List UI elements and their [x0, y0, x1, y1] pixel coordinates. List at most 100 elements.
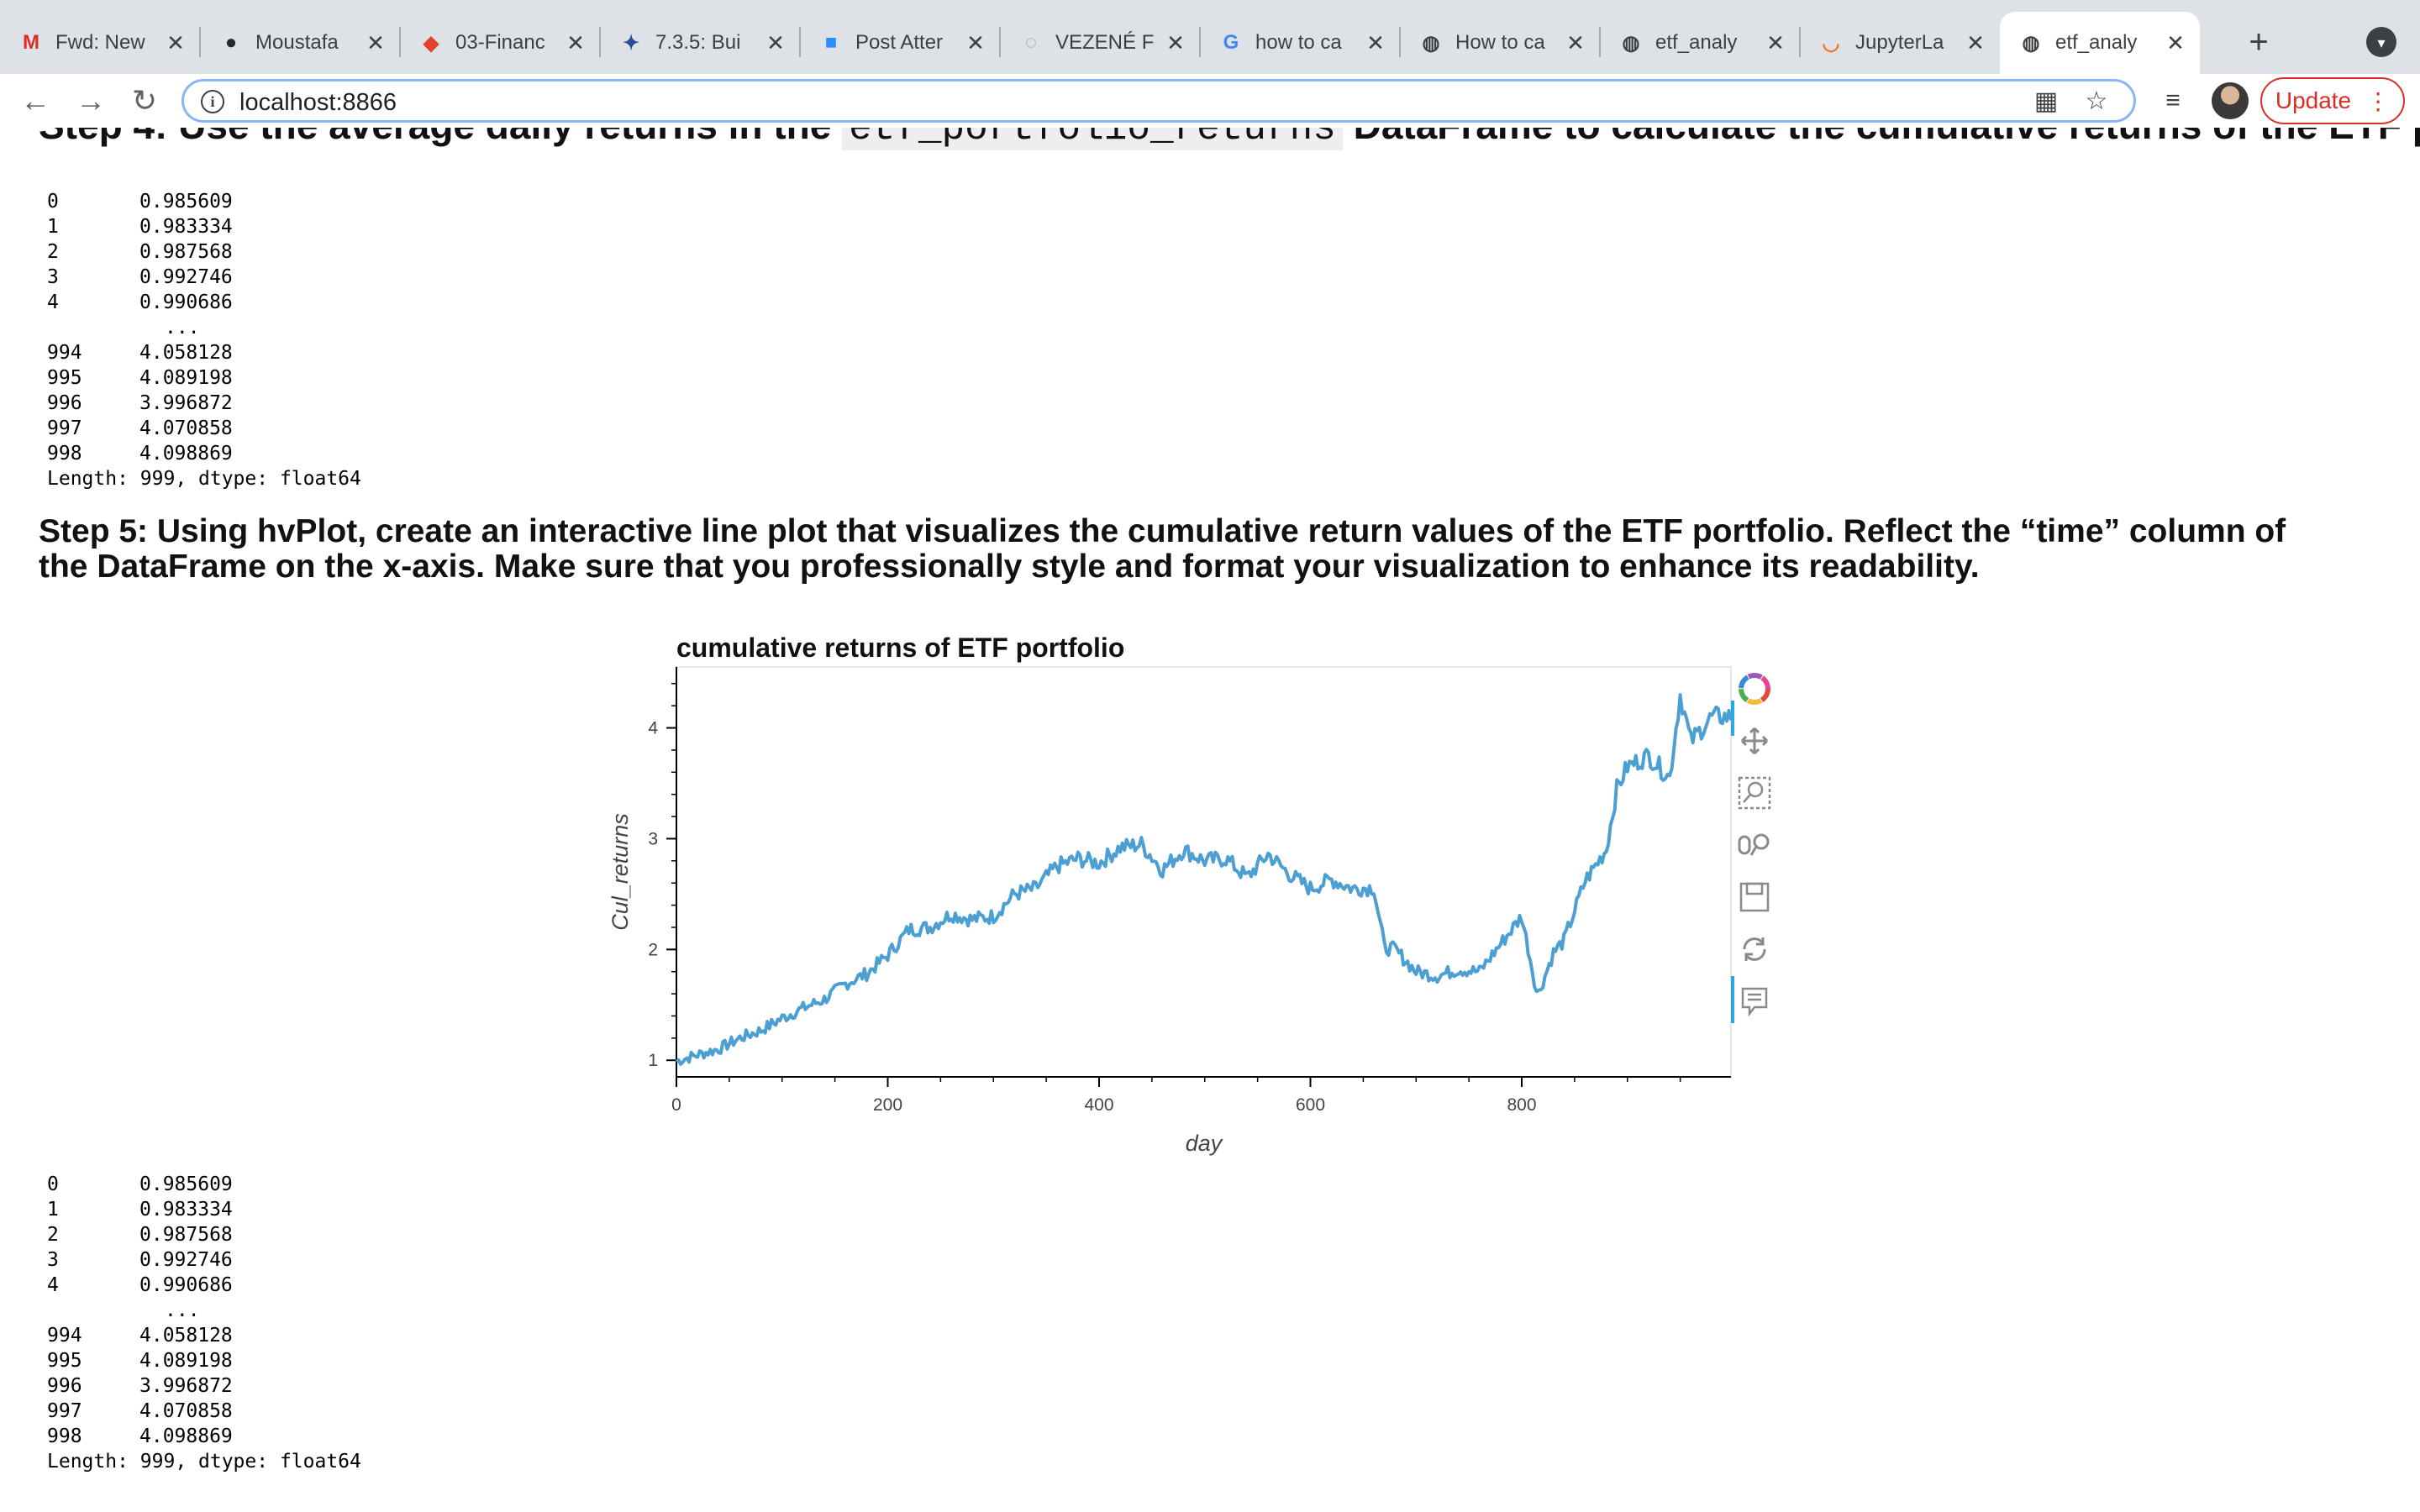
close-tab-icon[interactable]: ✕	[2166, 29, 2185, 55]
site-info-icon[interactable]: i	[201, 90, 224, 113]
profile-avatar[interactable]	[2212, 82, 2249, 119]
tab-separator	[799, 27, 801, 57]
globe-icon: ◍	[1422, 31, 1440, 55]
series-index: 0	[47, 191, 59, 213]
series-row: 997 4.070858	[47, 416, 361, 441]
close-tab-icon[interactable]: ✕	[366, 29, 385, 55]
tab-title: Fwd: New	[55, 31, 145, 54]
series-value: 4.058128	[139, 1325, 233, 1347]
series-index: 996	[47, 1375, 82, 1397]
cumulative-returns-line[interactable]	[675, 693, 1733, 1066]
series-value: 0.985609	[139, 191, 233, 213]
browser-tab[interactable]: ◆ 03-Financ ✕	[400, 12, 600, 74]
new-tab-plus-icon[interactable]: +	[2249, 24, 2269, 60]
cumulative-returns-chart[interactable]: cumulative returns of ETF portfolio 0 200 4…	[588, 623, 1798, 1262]
address-bar[interactable]: i localhost:8866 ▦ ☆	[182, 79, 2136, 123]
tab-title: etf_analy	[2055, 31, 2138, 54]
close-tab-icon[interactable]: ✕	[566, 29, 585, 55]
x-tick-label: 400	[1084, 1095, 1113, 1115]
y-tick-label: 2	[648, 940, 658, 959]
series-value: 0.992746	[139, 1249, 233, 1271]
browser-tab[interactable]: ◡ JupyterLa ✕	[1800, 12, 2000, 74]
series-index: 994	[47, 342, 82, 364]
close-tab-icon[interactable]: ✕	[1566, 29, 1585, 55]
jupyter-icon: ◡	[1822, 31, 1840, 55]
series-row: 996 3.996872	[47, 1373, 361, 1399]
series-index: 997	[47, 417, 82, 439]
series-index: 996	[47, 392, 82, 414]
close-tab-icon[interactable]: ✕	[1766, 29, 1785, 55]
loading-icon: ◌	[1024, 31, 1038, 54]
tab-separator	[999, 27, 1001, 57]
series-index: 4	[47, 1274, 59, 1296]
browser-tab[interactable]: ◍ etf_analy ✕	[1600, 12, 1800, 74]
step4-heading-code: etf_portfolio_returns	[842, 128, 1343, 150]
browser-tab[interactable]: M Fwd: New ✕	[0, 12, 200, 74]
close-tab-icon[interactable]: ✕	[766, 29, 785, 55]
browser-tab[interactable]: ✦ 7.3.5: Bui ✕	[600, 12, 800, 74]
update-label: Update	[2275, 87, 2352, 113]
gmail-icon: M	[23, 31, 39, 54]
series-row: 998 4.098869	[47, 441, 361, 466]
browser-tab[interactable]: ◍ How to ca ✕	[1400, 12, 1600, 74]
series-row: 995 4.089198	[47, 365, 361, 391]
tab-separator	[1599, 27, 1601, 57]
series-row: 1 0.983334	[47, 214, 361, 239]
hover-tool-icon[interactable]	[1731, 979, 1778, 1023]
series-row: 998 4.098869	[47, 1424, 361, 1449]
wheel-zoom-tool-icon[interactable]	[1731, 823, 1778, 867]
update-button[interactable]: Update ⋮	[2260, 77, 2405, 124]
browser-tab[interactable]: ◍ etf_analy ✕	[2000, 12, 2200, 74]
pan-tool-icon[interactable]	[1731, 719, 1778, 763]
series-index: 2	[47, 241, 59, 263]
close-tab-icon[interactable]: ✕	[1166, 29, 1185, 55]
tab-search-chevron-icon[interactable]: ▾	[2366, 27, 2396, 57]
tab-title: VEZENÉ F	[1055, 31, 1155, 54]
series-value: 0.983334	[139, 1199, 233, 1221]
tab-title: how to ca	[1255, 31, 1342, 54]
chart-title: cumulative returns of ETF portfolio	[676, 633, 1124, 663]
tab-title: How to ca	[1455, 31, 1545, 54]
app-grid-icon[interactable]: ▦	[2033, 87, 2059, 115]
step4-heading-tail: DataFrame to calculate the cumulative re…	[1343, 128, 2420, 147]
active-tool-indicator	[1731, 701, 1734, 736]
series-row: 3 0.992746	[47, 1247, 361, 1273]
step4-heading: Step 4: Use the average daily returns in…	[39, 128, 2420, 150]
close-tab-icon[interactable]: ✕	[1966, 29, 1985, 55]
series-value: 0.987568	[139, 1224, 233, 1246]
bokeh-logo-icon[interactable]	[1731, 667, 1778, 711]
x-tick-label: 200	[873, 1095, 902, 1115]
reload-icon[interactable]: ↻	[131, 83, 158, 118]
series-row: 2 0.987568	[47, 1222, 361, 1247]
box-zoom-tool-icon[interactable]	[1731, 771, 1778, 815]
y-tick-label: 4	[648, 719, 658, 738]
series-ellipsis: ...	[165, 317, 200, 339]
series-row: 2 0.987568	[47, 239, 361, 265]
media-queue-icon[interactable]: ≡	[2165, 87, 2181, 114]
browser-tab[interactable]: ◌ VEZENÉ F ✕	[1000, 12, 1200, 74]
bokeh-toolbar	[1731, 667, 1778, 1028]
save-tool-icon[interactable]	[1731, 875, 1778, 919]
tab-separator	[1399, 27, 1401, 57]
tab-separator	[599, 27, 601, 57]
series-index: 3	[47, 266, 59, 288]
series-value: 4.070858	[139, 417, 233, 439]
browser-tab[interactable]: ■ Post Atter ✕	[800, 12, 1000, 74]
reset-tool-icon[interactable]	[1731, 927, 1778, 971]
tab-title: Post Atter	[855, 31, 944, 54]
bookmark-star-icon[interactable]: ☆	[2085, 87, 2108, 115]
address-url[interactable]: localhost:8866	[239, 89, 397, 116]
close-tab-icon[interactable]: ✕	[166, 29, 185, 55]
tab-title: Moustafa	[255, 31, 339, 54]
chart-svg[interactable]: cumulative returns of ETF portfolio 0 200 4…	[588, 623, 1798, 1262]
series-index: 994	[47, 1325, 82, 1347]
series-index: 998	[47, 1425, 82, 1447]
close-tab-icon[interactable]: ✕	[966, 29, 985, 55]
close-tab-icon[interactable]: ✕	[1366, 29, 1385, 55]
plot-frame	[676, 666, 1732, 1078]
back-arrow-icon[interactable]: ←	[20, 83, 50, 118]
browser-tab[interactable]: ● Moustafa ✕	[200, 12, 400, 74]
forward-arrow-icon[interactable]: →	[76, 83, 106, 118]
series-value: 3.996872	[139, 392, 233, 414]
